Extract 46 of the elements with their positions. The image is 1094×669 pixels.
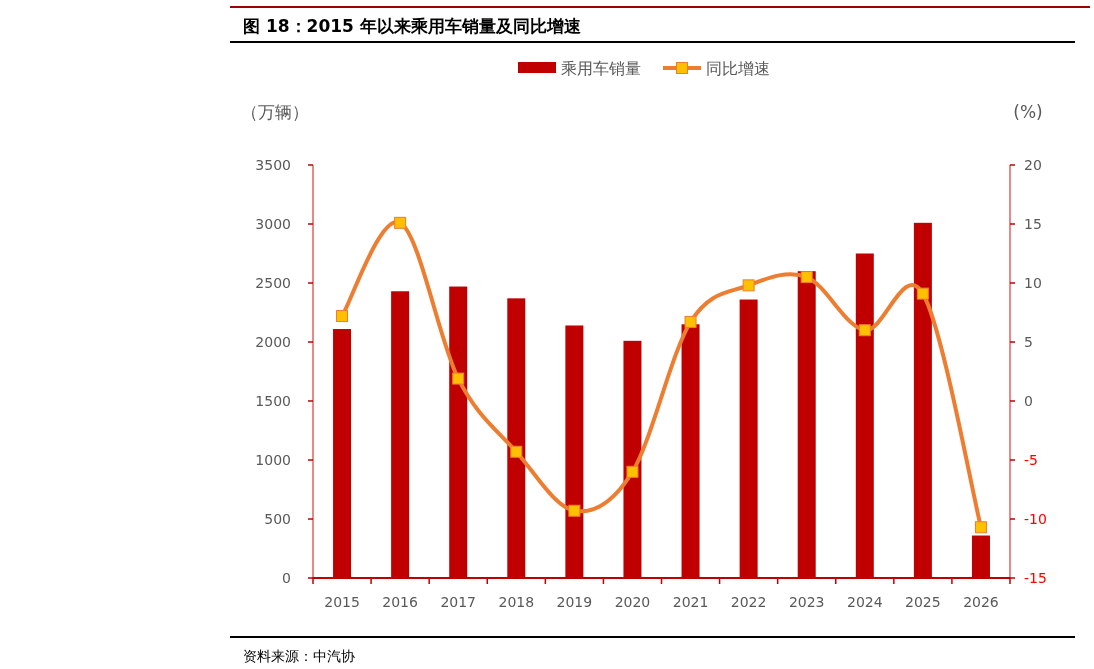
point bbox=[974, 521, 987, 534]
x-tick-label: 2017 bbox=[440, 594, 477, 610]
legend-label: 同比增速 bbox=[706, 59, 770, 78]
point bbox=[568, 504, 581, 517]
y2-tick-label: 10 bbox=[1024, 275, 1042, 291]
point bbox=[626, 465, 639, 478]
y-tick-label: 1500 bbox=[255, 393, 291, 409]
y-tick-label: 3000 bbox=[255, 216, 291, 232]
y-tick-label: 0 bbox=[282, 570, 291, 586]
y2-axis-title: (%) bbox=[1013, 102, 1043, 122]
legend-label: 乘用车销量 bbox=[561, 59, 641, 78]
point bbox=[452, 372, 465, 385]
y-tick-label: 2000 bbox=[255, 334, 291, 350]
text: 资料来源：中汽协 bbox=[243, 648, 355, 664]
y2-tick-label: 0 bbox=[1024, 393, 1033, 409]
x-tick-label: 2024 bbox=[846, 594, 883, 610]
y-tick-label: 3500 bbox=[255, 157, 291, 173]
x-tick-label: 2016 bbox=[382, 594, 419, 610]
x-tick-label: 2020 bbox=[614, 594, 651, 610]
y-axis-title: （万辆） bbox=[241, 102, 309, 122]
x-tick-label: 2026 bbox=[963, 594, 999, 610]
y2-tick-label: 15 bbox=[1024, 216, 1042, 232]
point bbox=[510, 445, 523, 458]
point bbox=[858, 324, 871, 337]
y-tick-label: 1000 bbox=[255, 452, 291, 468]
y2-tick-label: 20 bbox=[1024, 157, 1042, 173]
y2-tick-label: -15 bbox=[1024, 570, 1047, 586]
chart-title: 图 18：2015 年以来乘用车销量及同比增速 bbox=[243, 16, 581, 36]
point bbox=[684, 315, 697, 328]
x-tick-label: 2023 bbox=[788, 594, 825, 610]
point bbox=[800, 271, 813, 284]
x-tick-label: 2025 bbox=[905, 594, 941, 610]
x-tick-label: 2021 bbox=[672, 594, 709, 610]
x-tick-label: 2019 bbox=[556, 594, 593, 610]
y-tick-label: 500 bbox=[264, 511, 291, 527]
point bbox=[394, 216, 407, 229]
y2-tick-label: -10 bbox=[1024, 511, 1047, 527]
point bbox=[916, 287, 929, 300]
point bbox=[742, 279, 755, 292]
x-tick-label: 2015 bbox=[324, 594, 360, 610]
x-tick-label: 2018 bbox=[498, 594, 535, 610]
y-tick-label: 2500 bbox=[255, 275, 291, 291]
y2-tick-label: -5 bbox=[1024, 452, 1038, 468]
y2-tick-label: 5 bbox=[1024, 334, 1033, 350]
x-tick-label: 2022 bbox=[730, 594, 767, 610]
point bbox=[336, 310, 349, 323]
